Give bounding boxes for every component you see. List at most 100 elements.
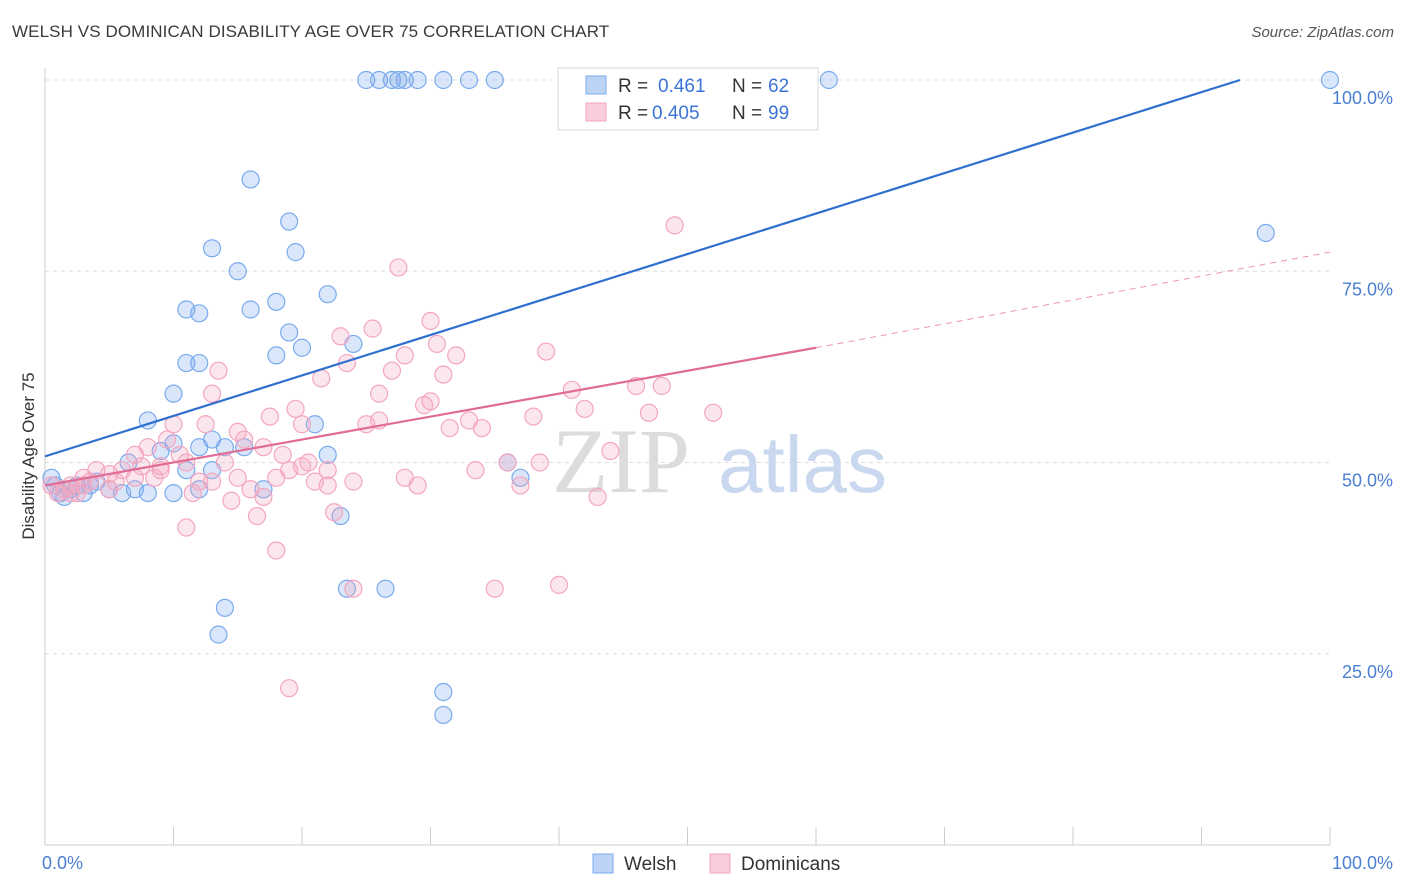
bottom-legend-label-dominicans: Dominicans xyxy=(741,854,840,875)
data-point xyxy=(427,334,447,354)
data-point xyxy=(318,476,337,495)
chart-source: Source: ZipAtlas.com xyxy=(1251,24,1394,41)
data-point xyxy=(247,506,267,526)
data-point xyxy=(254,487,273,507)
data-point xyxy=(485,70,504,90)
data-point xyxy=(665,216,684,235)
chart-title: WELSH VS DOMINICAN DISABILITY AGE OVER 7… xyxy=(12,22,610,41)
data-point xyxy=(434,682,453,702)
data-point xyxy=(652,376,671,396)
data-point xyxy=(408,70,427,90)
data-point xyxy=(292,415,312,434)
data-point xyxy=(357,70,376,90)
data-point xyxy=(472,418,491,438)
data-point xyxy=(389,70,408,90)
bottom-legend-swatch-welsh xyxy=(592,853,614,874)
data-point xyxy=(588,487,607,507)
watermark-atlas: atlas xyxy=(718,420,887,509)
data-point xyxy=(157,430,177,449)
data-point xyxy=(370,70,389,90)
data-point xyxy=(202,384,222,403)
data-point xyxy=(196,415,215,434)
data-point xyxy=(202,239,222,258)
legend-r-value-welsh: 0.461 xyxy=(658,76,706,97)
data-point xyxy=(241,300,260,319)
data-point xyxy=(440,418,459,438)
data-point xyxy=(363,319,382,338)
data-point xyxy=(241,170,260,189)
data-point xyxy=(466,461,485,480)
data-point xyxy=(228,468,247,487)
trend-lines xyxy=(44,78,1331,487)
data-point xyxy=(138,438,157,457)
grid-lines xyxy=(45,79,1330,655)
data-point xyxy=(434,70,453,90)
data-point xyxy=(202,472,222,491)
data-point xyxy=(704,403,723,422)
data-point xyxy=(164,384,183,403)
y-tick-label: 50.0% xyxy=(1342,471,1393,491)
data-point xyxy=(337,579,357,598)
data-point xyxy=(164,484,183,503)
data-point xyxy=(292,457,312,476)
tick-labels: 0.0% 100.0% 25.0% 50.0% 75.0% 100.0% xyxy=(42,88,1393,873)
data-point xyxy=(215,598,234,617)
series-legend: Welsh Dominicans xyxy=(592,853,840,875)
data-point xyxy=(254,480,273,499)
data-point xyxy=(267,346,286,365)
data-point xyxy=(318,445,337,464)
data-point xyxy=(280,679,299,698)
data-point xyxy=(549,575,569,595)
data-point xyxy=(138,484,157,503)
data-point xyxy=(190,304,209,323)
data-point xyxy=(376,579,395,598)
data-point xyxy=(125,468,145,487)
legend-swatch-dominicans xyxy=(585,102,607,122)
legend-r-label-dominicans: R = xyxy=(618,103,648,124)
data-point xyxy=(209,361,228,380)
watermark-zip: ZIP xyxy=(552,410,690,512)
data-point xyxy=(74,476,93,495)
data-point xyxy=(318,461,337,480)
data-point xyxy=(575,399,594,419)
legend-n-value-welsh: 62 xyxy=(768,76,789,97)
data-point xyxy=(530,453,549,472)
data-point xyxy=(382,361,402,380)
data-point xyxy=(395,70,414,90)
data-point xyxy=(421,311,440,331)
legend-swatch-welsh xyxy=(585,75,607,95)
legend-r-value-dominicans: 0.405 xyxy=(652,103,700,124)
data-point xyxy=(382,70,402,90)
data-point xyxy=(370,384,389,403)
data-point xyxy=(1256,223,1275,243)
data-point xyxy=(459,70,479,90)
data-point xyxy=(273,445,292,464)
data-point xyxy=(209,625,228,644)
data-point xyxy=(434,365,453,384)
data-point xyxy=(228,422,247,441)
data-point xyxy=(286,399,305,419)
data-point xyxy=(344,472,363,491)
data-point xyxy=(819,70,838,90)
data-point xyxy=(389,258,408,277)
data-point xyxy=(280,212,299,231)
data-point xyxy=(100,480,119,499)
data-point xyxy=(312,369,331,388)
data-point xyxy=(639,403,659,422)
y-tick-label: 75.0% xyxy=(1342,279,1393,299)
data-point xyxy=(305,415,324,434)
data-point xyxy=(1320,70,1340,90)
data-point xyxy=(395,346,414,365)
data-point xyxy=(228,262,247,281)
legend-n-value-dominicans: 99 xyxy=(768,103,789,124)
correlation-legend: R = 0.461 N = 62 R = 0.405 N = 99 xyxy=(557,67,819,131)
legend-r-label-welsh: R = xyxy=(618,76,648,97)
data-point xyxy=(190,353,209,373)
data-point xyxy=(447,346,466,365)
bottom-legend-swatch-dominicans xyxy=(709,853,731,874)
data-point xyxy=(601,441,620,461)
data-point xyxy=(177,518,196,537)
data-point xyxy=(344,579,363,598)
data-point xyxy=(537,342,556,361)
